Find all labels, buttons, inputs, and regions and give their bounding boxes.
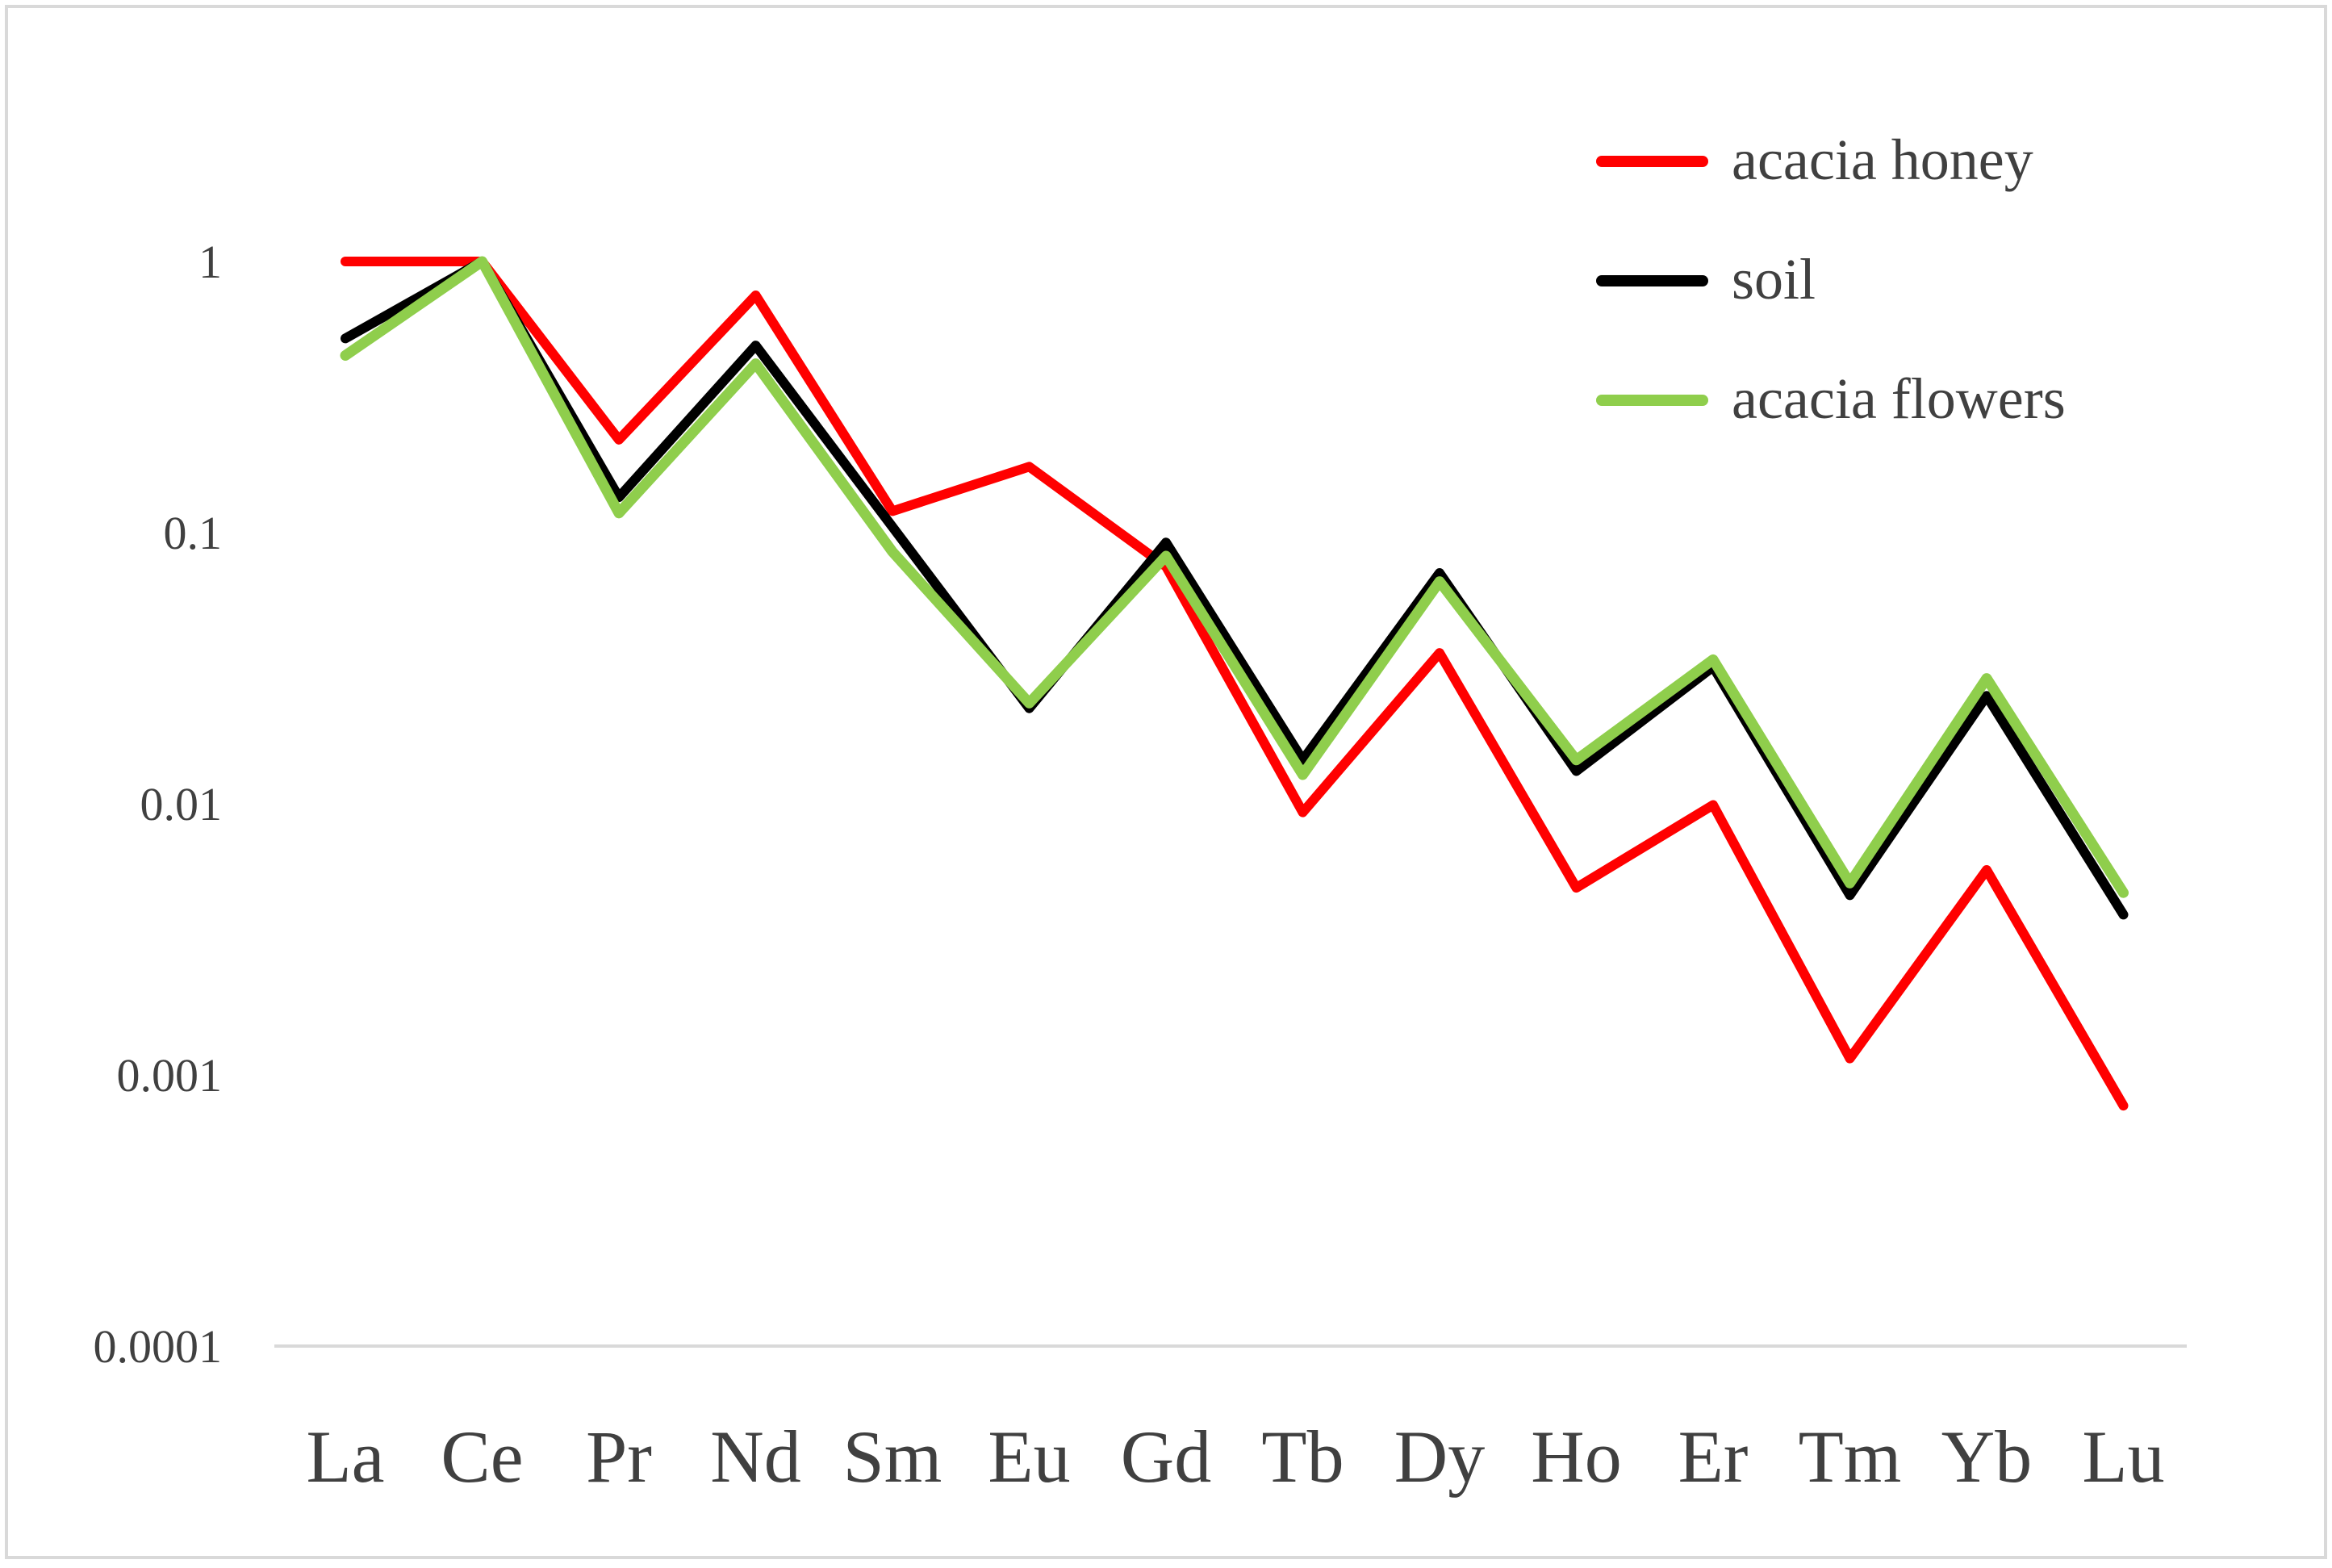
x-tick-label-la: La (306, 1415, 384, 1498)
x-tick-label-eu: Eu (988, 1415, 1070, 1498)
y-tick-label: 0.0001 (94, 1320, 223, 1373)
x-tick-label-yb: Yb (1941, 1415, 2032, 1498)
y-tick-label: 0.1 (164, 507, 223, 559)
y-tick-label: 0.01 (140, 778, 223, 830)
x-tick-label-pr: Pr (586, 1415, 652, 1498)
legend-label-acacia-honey: acacia honey (1732, 128, 2033, 192)
x-tick-label-ce: Ce (441, 1415, 523, 1498)
y-axis-tick-labels: 1 0.1 0.01 0.001 0.0001 (94, 236, 223, 1373)
chart-border (5, 5, 2327, 1559)
x-tick-label-sm: Sm (843, 1415, 942, 1498)
legend-label-acacia-flowers: acacia flowers (1732, 366, 2066, 431)
x-tick-label-tm: Tm (1799, 1415, 1902, 1498)
series-lines (340, 256, 2129, 1111)
x-tick-label-er: Er (1678, 1415, 1749, 1498)
legend: acacia honey soil acacia flowers (1596, 128, 2066, 431)
series-line-acacia-flowers (340, 256, 2129, 898)
x-axis-tick-labels: La Ce Pr Nd Sm Eu Gd Tb Dy Ho Er Tm Yb Lu (306, 1415, 2164, 1498)
y-tick-label: 1 (199, 236, 222, 288)
x-tick-label-lu: Lu (2082, 1415, 2164, 1498)
x-tick-label-tb: Tb (1261, 1415, 1344, 1498)
x-tick-label-nd: Nd (710, 1415, 800, 1498)
x-tick-label-ho: Ho (1531, 1415, 1621, 1498)
series-line-soil (341, 257, 2129, 920)
x-tick-label-gd: Gd (1121, 1415, 1211, 1498)
x-tick-label-dy: Dy (1394, 1415, 1485, 1498)
legend-label-soil: soil (1732, 247, 1816, 312)
y-tick-label: 0.001 (117, 1049, 223, 1102)
series-line-acacia-honey (341, 257, 2129, 1111)
